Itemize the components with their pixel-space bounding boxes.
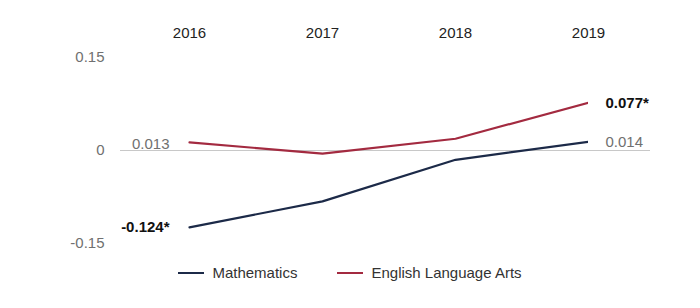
svg-text:2017: 2017 <box>306 24 339 41</box>
svg-text:0.014: 0.014 <box>606 133 644 150</box>
svg-text:2019: 2019 <box>572 24 605 41</box>
svg-text:2018: 2018 <box>439 24 472 41</box>
html-text:English Language Arts: English Language Arts <box>371 264 522 281</box>
svg-text:0: 0 <box>96 141 104 158</box>
svg-text:0.077*: 0.077* <box>606 94 650 111</box>
svg-text:-0.124*: -0.124* <box>121 218 170 235</box>
svg-text:0.013: 0.013 <box>132 135 170 152</box>
svg-text:0.15: 0.15 <box>75 48 104 65</box>
html-text:Mathematics: Mathematics <box>212 264 298 281</box>
svg-text:-0.15: -0.15 <box>70 234 104 250</box>
svg-text:2016: 2016 <box>173 24 206 41</box>
